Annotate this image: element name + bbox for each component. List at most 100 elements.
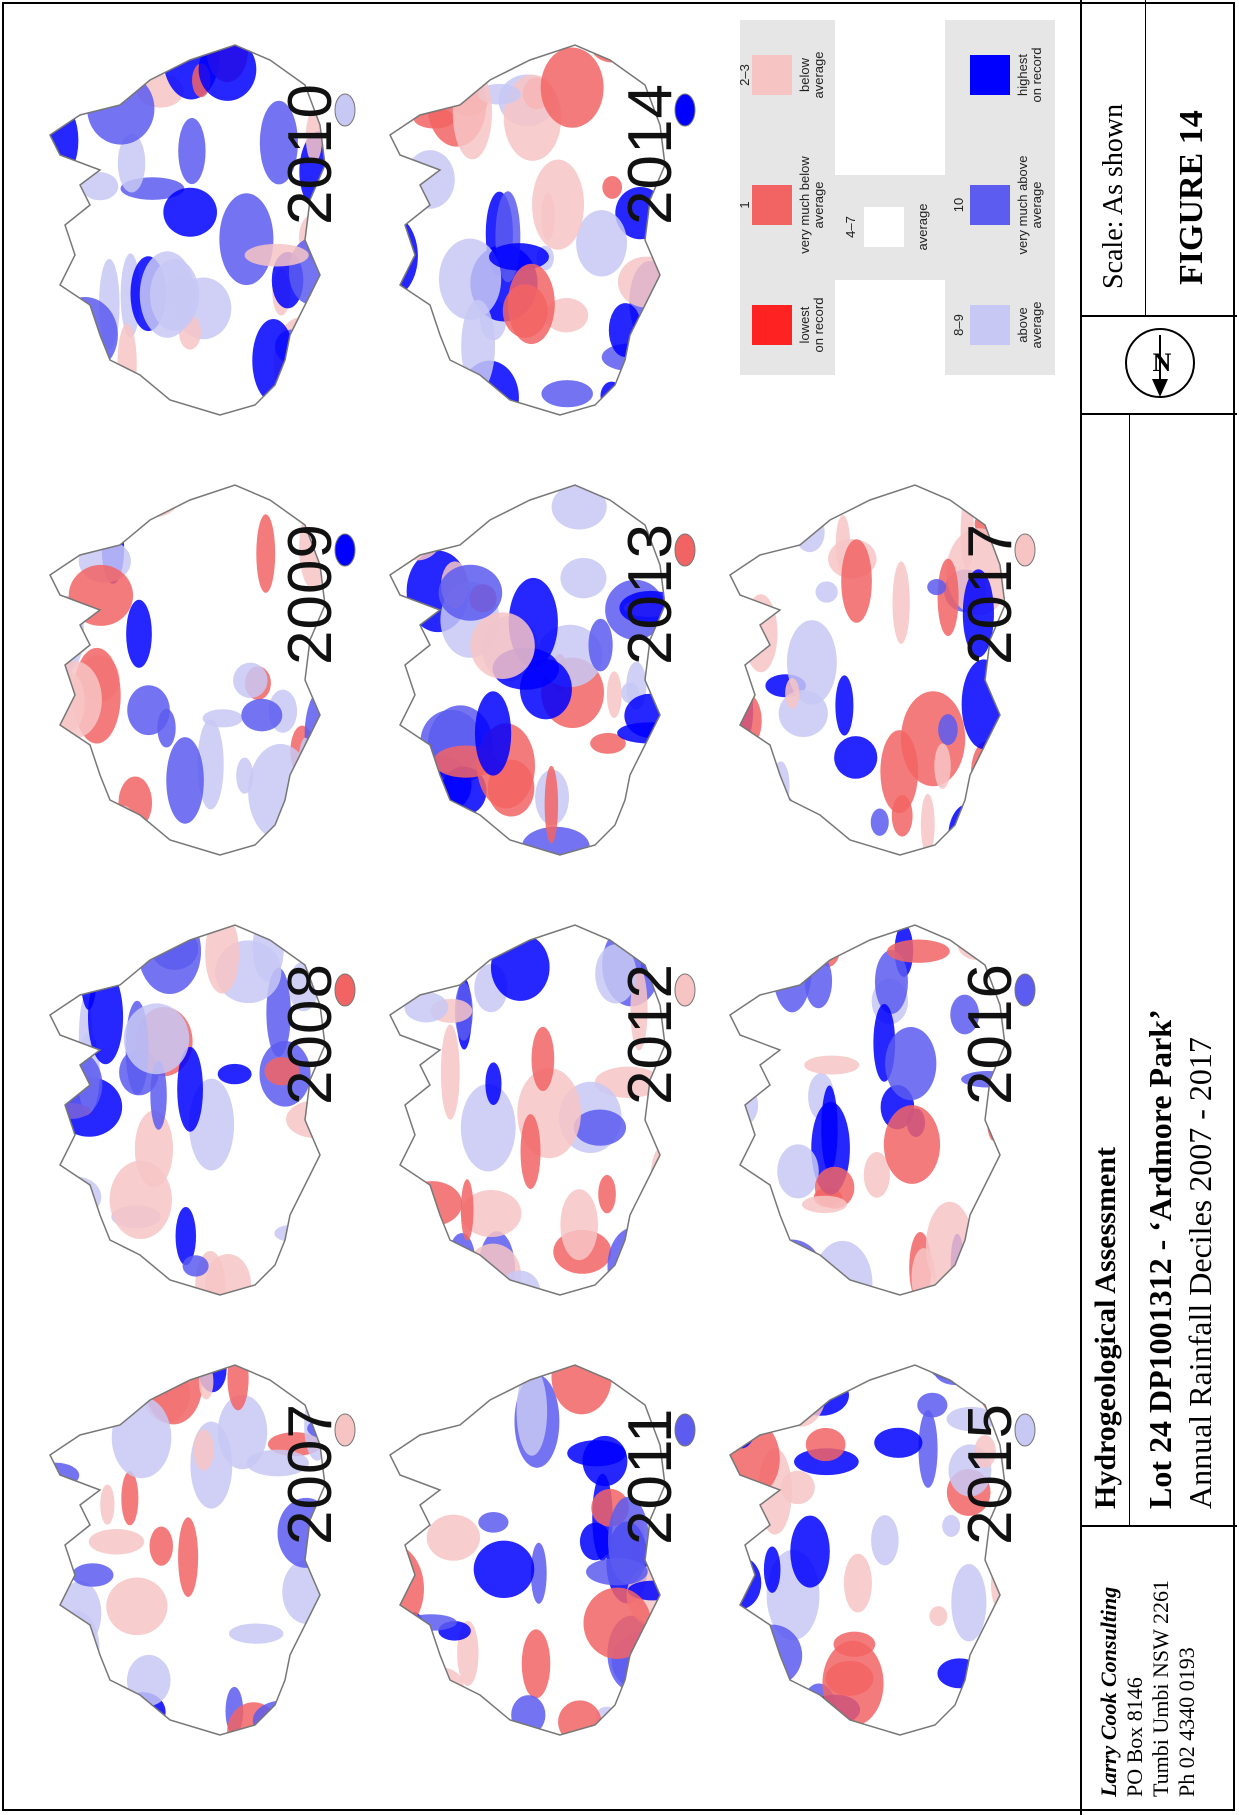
decile-patch: [544, 298, 589, 333]
decile-patch: [786, 620, 837, 705]
map-grid: 2007 2008 2009 2010 2011 2012 2013 2014 2015 2016…: [20, 15, 1040, 1736]
decile-patch: [68, 564, 134, 626]
decile-patch: [121, 1471, 139, 1526]
decile-patch: [193, 1429, 214, 1471]
decile-patch: [519, 659, 572, 720]
decile-patch: [474, 691, 512, 776]
decile-patch: [601, 343, 656, 371]
decile-patch: [815, 581, 838, 603]
decile-patch: [298, 1640, 325, 1711]
decile-patch: [460, 1179, 474, 1241]
report-title: Hydrogeological Assessment: [1082, 415, 1130, 1525]
decile-patch: [460, 1190, 522, 1238]
australia-map: [49, 44, 356, 416]
decile-patch: [961, 659, 1005, 750]
decile-patch: [521, 826, 590, 855]
tasmania: [334, 93, 356, 127]
decile-patch: [100, 1484, 115, 1525]
map-panel-2016: 2016: [700, 895, 1040, 1335]
coastline: [49, 1364, 326, 1736]
map-panel-2012: 2012: [360, 895, 700, 1335]
map-panel-2017: 2017: [700, 455, 1040, 895]
decile-patch: [937, 558, 959, 637]
map-panel-2010: 2010: [20, 15, 360, 455]
decile-patch: [281, 828, 305, 855]
decile-patch: [52, 297, 118, 374]
address-line-2: Tumbi Umbi NSW 2261: [1148, 1580, 1173, 1797]
year-label: 2014: [616, 83, 685, 225]
decile-patch: [485, 1062, 502, 1106]
coastline: [49, 44, 326, 416]
decile-patch: [606, 671, 622, 718]
decile-patch: [50, 1182, 84, 1254]
decile-patch: [117, 323, 137, 405]
decile-patch: [619, 590, 665, 626]
map-panel-2013: 2013: [360, 455, 700, 895]
decile-patch: [594, 1066, 662, 1098]
decile-patch: [390, 1543, 424, 1635]
decile-patch: [117, 133, 146, 193]
decile-patch: [516, 1366, 548, 1456]
decile-patch: [106, 1577, 168, 1636]
decile-patch: [937, 1658, 982, 1689]
decile-patch: [399, 939, 442, 987]
decile-patch: [891, 795, 913, 837]
decile-patch: [399, 1612, 430, 1705]
legend-label-highest: highest on record: [1015, 47, 1044, 103]
decile-patch: [938, 714, 958, 746]
coastline: [389, 44, 666, 416]
decile-patch: [149, 1526, 173, 1566]
decile-patch: [608, 303, 642, 358]
australia-map: [389, 44, 696, 416]
decile-patch: [490, 933, 550, 1001]
decile-patch: [175, 1207, 197, 1266]
year-label: 2013: [616, 523, 685, 665]
decile-patch: [825, 1660, 874, 1696]
figure-block: Scale: As shown FIGURE 14: [1082, 0, 1237, 315]
decile-patch: [460, 1083, 516, 1172]
decile-patch: [918, 1410, 938, 1488]
decile-patch: [530, 1542, 547, 1604]
legend-label-very-above: very much above average: [1015, 155, 1044, 255]
decile-patch: [82, 1365, 95, 1428]
decile-patch: [763, 1546, 781, 1593]
phone-number: Ph 02 4340 0193: [1174, 1647, 1199, 1797]
decile-patch: [957, 928, 997, 960]
decile-patch: [544, 765, 559, 844]
decile-patch: [755, 1365, 822, 1414]
decile-patch: [127, 485, 162, 508]
tasmania: [674, 973, 696, 1007]
australia-map: [389, 924, 696, 1296]
decile-patch: [560, 557, 607, 599]
decile-patch: [440, 1278, 468, 1295]
tasmania: [674, 533, 696, 567]
decile-patch: [150, 1060, 167, 1130]
decile-patch: [178, 1517, 199, 1597]
australia-map: [49, 484, 356, 856]
decile-patch: [298, 737, 313, 795]
decile-patch: [631, 375, 665, 415]
decile-patch: [198, 45, 257, 101]
decile-patch: [765, 947, 813, 964]
decile-patch: [205, 925, 240, 994]
decile-patch: [785, 678, 800, 709]
decile-patch: [887, 939, 950, 963]
decile-patch: [551, 1365, 612, 1415]
decile-patch: [411, 1194, 438, 1252]
coastline: [389, 484, 666, 856]
decile-patch: [166, 737, 204, 824]
decile-patch: [947, 803, 988, 855]
decile-patch: [461, 299, 496, 392]
decile-patch: [50, 1180, 96, 1242]
decile-patch: [579, 1522, 611, 1561]
decile-patch: [521, 1629, 551, 1699]
australia-map: [49, 1364, 356, 1736]
decile-patch: [946, 1406, 997, 1432]
decile-patch: [404, 992, 449, 1023]
coastline: [729, 924, 1006, 1296]
decile-patch: [990, 1557, 1005, 1612]
legend-label-average: average: [915, 203, 930, 251]
decile-patch: [880, 730, 919, 814]
australia-map: [389, 1364, 696, 1736]
